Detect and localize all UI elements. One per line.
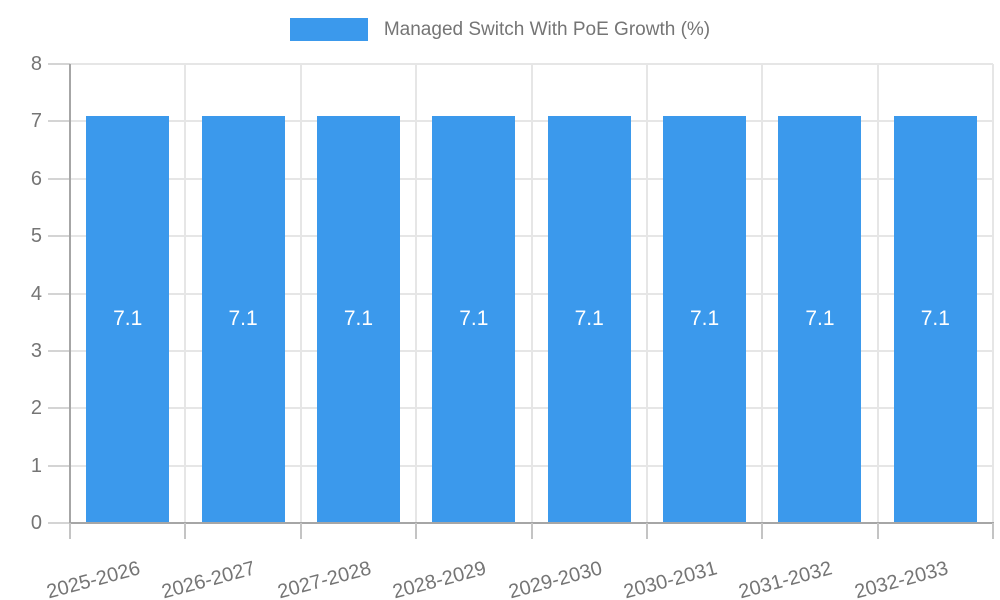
bar: [432, 115, 516, 523]
bar: [778, 115, 862, 523]
x-axis-tick: [761, 523, 764, 539]
y-axis-tick: [48, 349, 70, 352]
bar-value-label: 7.1: [574, 307, 604, 331]
y-axis-tick-label: 8: [30, 53, 42, 75]
bar: [547, 115, 631, 523]
y-axis-tick: [48, 464, 70, 467]
y-axis-tick: [48, 407, 70, 410]
x-axis-tick: [184, 523, 187, 539]
x-axis-tick: [876, 523, 879, 539]
legend-title: Managed Switch With PoE Growth (%): [383, 18, 711, 40]
gridline-vertical: [415, 64, 418, 523]
y-axis-tick: [48, 63, 70, 65]
y-axis-tick-label: 6: [30, 167, 42, 190]
bar-value-label: 7.1: [689, 307, 720, 331]
x-axis-tick-label: 2029-2030: [505, 557, 605, 600]
gridline-vertical: [299, 64, 302, 523]
gridline-vertical: [530, 64, 533, 523]
gridline-vertical: [184, 64, 187, 523]
x-axis-tick: [530, 523, 533, 539]
y-axis-tick-label: 3: [30, 339, 42, 362]
x-axis-tick: [645, 523, 648, 539]
y-axis-tick-label: 4: [30, 282, 42, 305]
bar: [663, 115, 747, 523]
gridline-vertical: [645, 64, 648, 523]
x-axis-tick: [992, 523, 994, 539]
y-axis-tick: [48, 292, 70, 295]
y-axis-tick: [48, 177, 70, 180]
legend-swatch-icon: [289, 18, 368, 41]
y-axis-tick-label: 0: [30, 512, 42, 534]
x-axis-tick-label: 2028-2029: [390, 557, 489, 600]
bar: [86, 115, 170, 523]
y-axis-tick: [48, 120, 70, 123]
x-axis-tick-label: 2030-2031: [621, 557, 720, 600]
y-axis-tick-label: 7: [30, 110, 42, 133]
y-axis-tick: [48, 235, 70, 238]
bar: [201, 115, 285, 523]
x-axis-tick: [415, 523, 418, 539]
bar-value-label: 7.1: [228, 307, 258, 331]
bar: [893, 115, 977, 523]
y-axis-line: [69, 64, 71, 525]
gridline-vertical: [876, 64, 879, 523]
bar: [316, 115, 400, 523]
x-axis-tick-label: 2032-2033: [852, 557, 951, 600]
x-axis-tick-label: 2025-2026: [44, 557, 143, 600]
x-axis-tick-label: 2027-2028: [275, 557, 374, 600]
y-axis-tick: [48, 522, 70, 524]
x-axis-tick-label: 2026-2027: [159, 557, 258, 600]
gridline-vertical: [761, 64, 764, 523]
x-axis-tick: [299, 523, 302, 539]
y-axis-tick-label: 2: [30, 397, 42, 420]
bar-value-label: 7.1: [920, 307, 950, 331]
x-axis-tick-label: 2031-2032: [736, 557, 835, 600]
y-axis-tick-label: 5: [30, 225, 42, 248]
chart-legend: Managed Switch With PoE Growth (%): [0, 18, 1000, 41]
gridline-vertical: [992, 64, 994, 523]
y-axis-tick-label: 1: [30, 454, 42, 477]
bar-value-label: 7.1: [459, 307, 489, 331]
x-axis-tick: [69, 523, 71, 539]
bar-value-label: 7.1: [343, 307, 374, 331]
bar-value-label: 7.1: [805, 307, 835, 331]
bar-value-label: 7.1: [113, 307, 143, 331]
